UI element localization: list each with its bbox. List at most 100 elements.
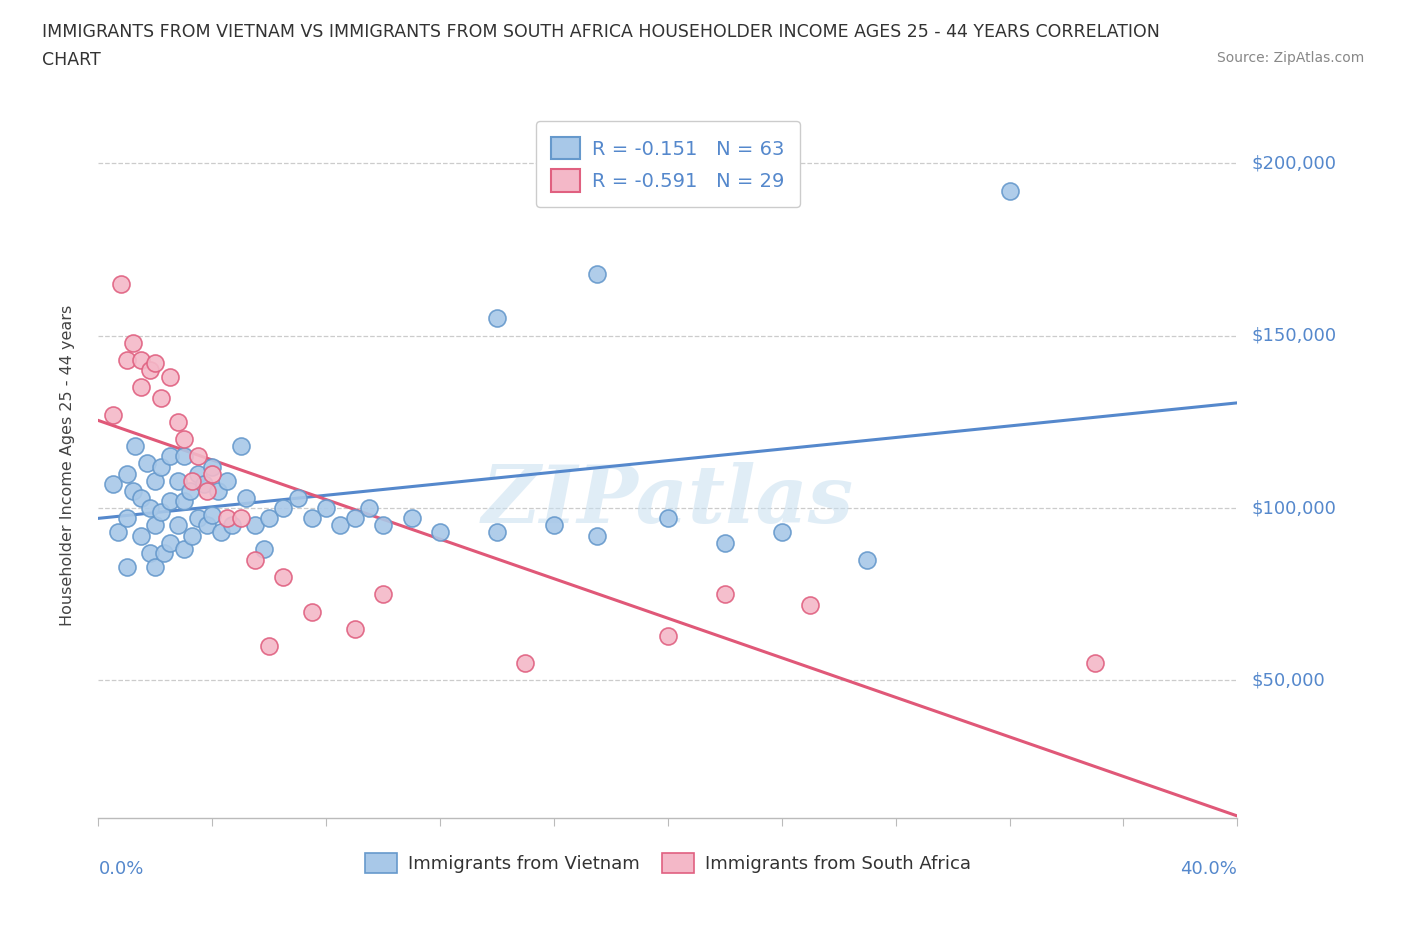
Point <box>145 356 167 371</box>
Point <box>486 525 509 539</box>
Point <box>195 484 218 498</box>
Text: $100,000: $100,000 <box>1251 499 1336 517</box>
Point <box>115 466 138 481</box>
Point <box>998 183 1021 198</box>
Point <box>243 552 266 567</box>
Point <box>259 511 281 525</box>
Point <box>357 500 380 515</box>
Point <box>221 518 243 533</box>
Point <box>301 604 323 619</box>
Point <box>107 525 129 539</box>
Text: $200,000: $200,000 <box>1251 154 1336 172</box>
Point <box>167 473 190 488</box>
Point <box>124 439 146 454</box>
Text: 40.0%: 40.0% <box>1181 860 1237 878</box>
Point <box>229 439 252 454</box>
Point <box>215 511 238 525</box>
Point <box>657 511 679 525</box>
Point <box>115 352 138 367</box>
Point <box>101 476 124 491</box>
Point <box>1084 656 1107 671</box>
Point <box>129 528 152 543</box>
Point <box>343 511 366 525</box>
Point <box>173 432 195 446</box>
Point <box>150 459 173 474</box>
Point <box>145 559 167 574</box>
Point <box>799 597 821 612</box>
Point <box>585 266 607 281</box>
Point <box>401 511 423 525</box>
Point <box>187 511 209 525</box>
Point <box>167 415 190 430</box>
Point <box>187 466 209 481</box>
Text: $50,000: $50,000 <box>1251 671 1324 689</box>
Point <box>145 518 167 533</box>
Point <box>173 449 195 464</box>
Text: IMMIGRANTS FROM VIETNAM VS IMMIGRANTS FROM SOUTH AFRICA HOUSEHOLDER INCOME AGES : IMMIGRANTS FROM VIETNAM VS IMMIGRANTS FR… <box>42 23 1160 41</box>
Text: ZIPatlas: ZIPatlas <box>482 461 853 539</box>
Point <box>138 500 160 515</box>
Point <box>207 484 229 498</box>
Point <box>201 508 224 523</box>
Point <box>235 490 257 505</box>
Point <box>252 542 274 557</box>
Point <box>187 449 209 464</box>
Point <box>195 518 218 533</box>
Point <box>229 511 252 525</box>
Text: CHART: CHART <box>42 51 101 69</box>
Text: 0.0%: 0.0% <box>98 860 143 878</box>
Point <box>153 546 176 561</box>
Point <box>301 511 323 525</box>
Point <box>159 449 181 464</box>
Point <box>150 504 173 519</box>
Point <box>150 391 173 405</box>
Point <box>138 363 160 378</box>
Text: $150,000: $150,000 <box>1251 326 1336 345</box>
Point <box>315 500 337 515</box>
Legend: Immigrants from Vietnam, Immigrants from South Africa: Immigrants from Vietnam, Immigrants from… <box>357 845 979 880</box>
Point <box>181 528 204 543</box>
Point <box>167 518 190 533</box>
Point <box>181 473 204 488</box>
Point <box>179 484 201 498</box>
Text: Source: ZipAtlas.com: Source: ZipAtlas.com <box>1216 51 1364 65</box>
Point <box>273 500 295 515</box>
Point <box>159 369 181 384</box>
Point <box>856 552 879 567</box>
Point <box>121 335 143 350</box>
Point <box>101 407 124 422</box>
Point <box>429 525 451 539</box>
Point <box>287 490 309 505</box>
Point <box>159 494 181 509</box>
Point <box>714 535 737 550</box>
Point <box>129 352 152 367</box>
Point <box>115 559 138 574</box>
Point <box>115 511 138 525</box>
Point <box>373 518 395 533</box>
Point <box>159 535 181 550</box>
Point <box>215 473 238 488</box>
Point <box>201 466 224 481</box>
Point <box>243 518 266 533</box>
Point <box>486 311 509 325</box>
Point <box>129 380 152 395</box>
Y-axis label: Householder Income Ages 25 - 44 years: Householder Income Ages 25 - 44 years <box>60 304 75 626</box>
Point <box>657 629 679 644</box>
Point <box>329 518 352 533</box>
Point <box>515 656 537 671</box>
Point <box>135 456 157 471</box>
Point <box>110 276 132 291</box>
Point <box>373 587 395 602</box>
Point <box>714 587 737 602</box>
Point <box>138 546 160 561</box>
Point <box>173 542 195 557</box>
Point <box>259 639 281 654</box>
Point <box>121 484 143 498</box>
Point <box>173 494 195 509</box>
Point <box>145 473 167 488</box>
Point <box>209 525 232 539</box>
Point <box>129 490 152 505</box>
Point <box>193 476 215 491</box>
Point <box>343 621 366 636</box>
Point <box>585 528 607 543</box>
